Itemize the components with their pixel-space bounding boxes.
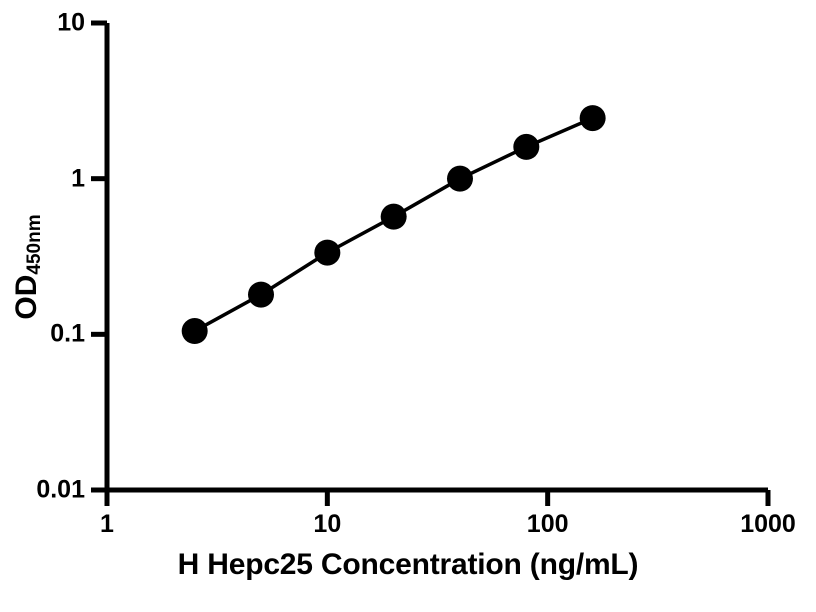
data-point-marker: [181, 318, 208, 345]
y-tick-label: 0.1: [50, 319, 85, 348]
y-axis-title-main: OD: [10, 274, 43, 320]
data-point-marker: [446, 165, 473, 192]
x-tick-marks: [104, 490, 771, 506]
y-tick-label: 1: [71, 164, 85, 193]
y-tick-marks: [91, 20, 107, 493]
x-tick-label: 10: [313, 510, 342, 538]
x-tick-label: 1000: [740, 510, 796, 538]
y-tick-label: 10: [57, 8, 85, 37]
y-axis-title: OD450nm: [10, 157, 45, 377]
x-tick-label: 1: [100, 510, 114, 538]
data-point-marker: [579, 105, 606, 132]
data-point-marker: [380, 203, 407, 230]
data-point-marker: [513, 133, 540, 160]
data-point-marker: [314, 239, 341, 266]
y-axis-title-subscript: 450nm: [24, 214, 45, 275]
data-point-marker: [248, 281, 275, 308]
x-tick-label: 100: [526, 510, 569, 538]
x-axis-title: H Hepc25 Concentration (ng/mL): [177, 548, 639, 581]
y-tick-label: 0.01: [36, 475, 85, 504]
series-markers: [181, 105, 606, 345]
